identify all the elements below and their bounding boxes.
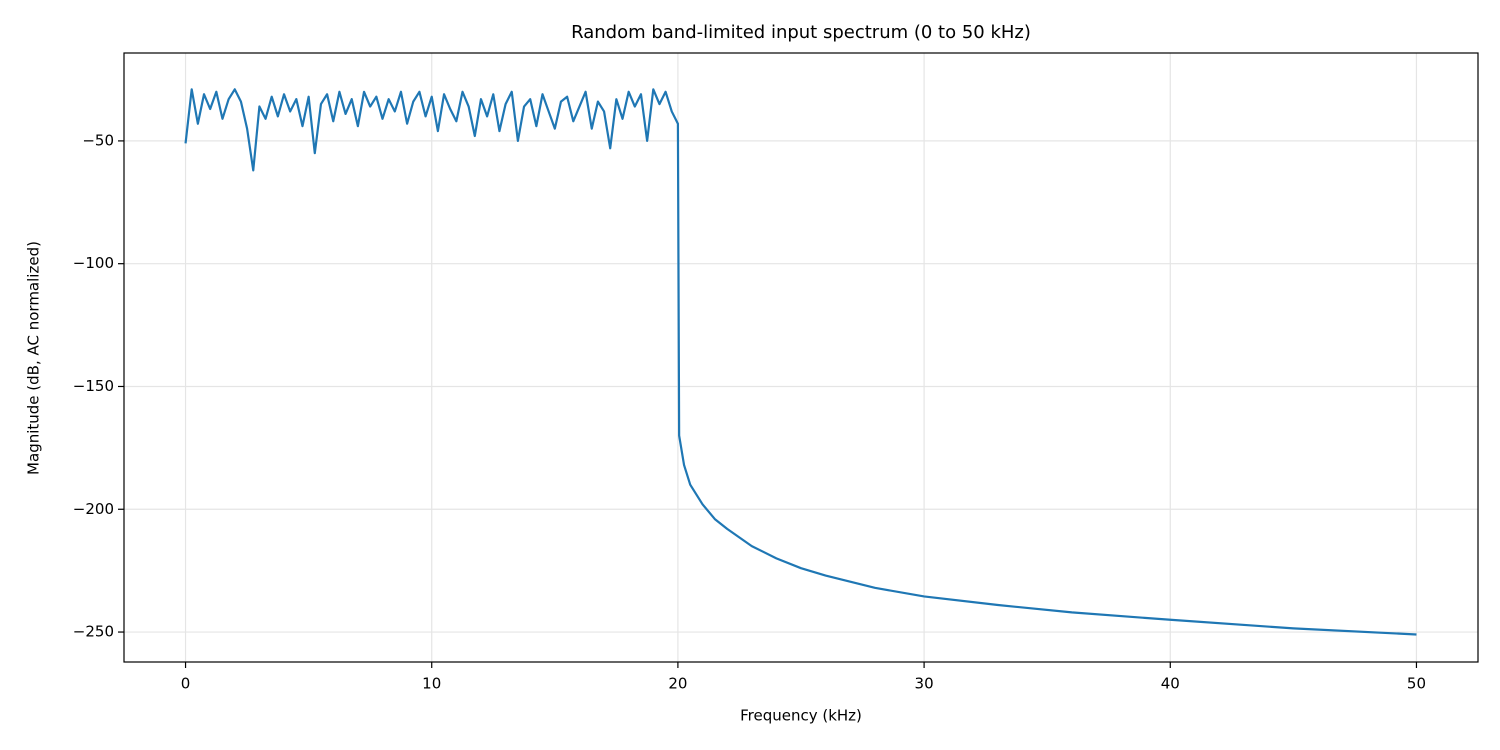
- y-tick-label: −150: [73, 377, 114, 395]
- chart-title: Random band-limited input spectrum (0 to…: [571, 22, 1031, 43]
- x-tick-label: 0: [181, 675, 191, 693]
- y-tick-label: −50: [82, 131, 114, 149]
- plot-frame: [123, 52, 1479, 663]
- y-tick-label: −250: [73, 623, 114, 641]
- x-tick-label: 10: [422, 675, 441, 693]
- y-tick-label: −100: [73, 254, 114, 272]
- x-tick-label: 40: [1161, 675, 1180, 693]
- y-tick-label: −200: [73, 500, 114, 518]
- x-axis-label: Frequency (kHz): [740, 707, 862, 725]
- x-tick-label: 20: [668, 675, 687, 693]
- x-tick-label: 30: [915, 675, 934, 693]
- x-tick-label: 50: [1407, 675, 1426, 693]
- data-line: [184, 88, 1417, 636]
- y-axis-label: Magnitude (dB, AC normalized): [25, 241, 43, 475]
